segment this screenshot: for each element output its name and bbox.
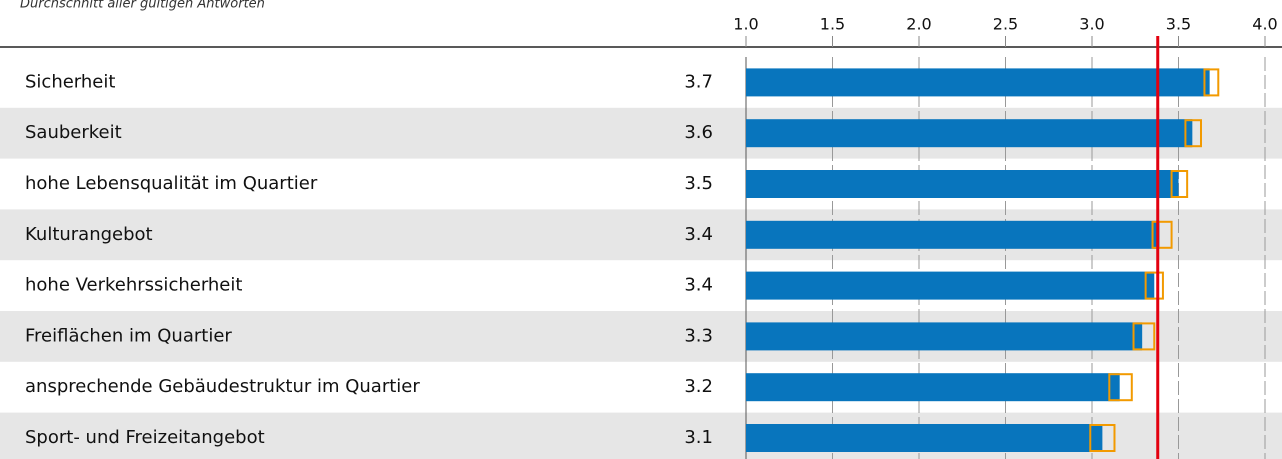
category-label: ansprechende Gebäudestruktur im Quartier xyxy=(25,376,420,397)
x-tick-label: 2.0 xyxy=(906,15,931,34)
bar xyxy=(746,271,1155,300)
bar xyxy=(746,424,1103,452)
x-tick-label: 3.5 xyxy=(1166,15,1191,34)
bar xyxy=(746,373,1120,402)
confidence-interval xyxy=(1108,373,1133,402)
category-label: Freiflächen im Quartier xyxy=(25,325,232,346)
x-tick-label: 1.0 xyxy=(733,15,758,34)
category-label: Sport- und Freizeitangebot xyxy=(25,427,265,448)
bar xyxy=(746,170,1179,198)
value-label: 3.1 xyxy=(684,427,713,448)
x-tick-label: 3.0 xyxy=(1079,15,1104,34)
bar xyxy=(746,220,1160,249)
x-tick-label: 4.0 xyxy=(1252,15,1277,34)
value-label: 3.5 xyxy=(684,173,713,194)
value-label: 3.7 xyxy=(684,71,713,92)
confidence-interval xyxy=(1184,119,1202,148)
value-label: 3.2 xyxy=(684,376,713,397)
value-label: 3.3 xyxy=(684,325,713,346)
value-label: 3.6 xyxy=(684,122,713,143)
chart-subtitle: Durchschnitt aller gültigen Antworten xyxy=(20,0,265,12)
category-label: hohe Lebensqualität im Quartier xyxy=(25,173,318,194)
value-label: 3.4 xyxy=(684,224,713,245)
category-label: Sicherheit xyxy=(25,71,115,92)
confidence-interval xyxy=(1132,322,1156,351)
value-label: 3.4 xyxy=(684,275,713,296)
bar xyxy=(746,119,1193,148)
confidence-interval xyxy=(1203,68,1220,97)
confidence-interval xyxy=(1144,271,1164,300)
bar xyxy=(746,322,1143,351)
x-tick-label: 1.5 xyxy=(820,15,845,34)
category-label: Kulturangebot xyxy=(25,224,153,245)
confidence-interval xyxy=(1151,220,1173,249)
confidence-interval xyxy=(1170,170,1189,198)
category-label: Sauberkeit xyxy=(25,122,122,143)
category-label: hohe Verkehrssicherheit xyxy=(25,275,242,296)
confidence-interval xyxy=(1089,424,1116,452)
bar xyxy=(746,68,1210,97)
x-tick-label: 2.5 xyxy=(993,15,1018,34)
